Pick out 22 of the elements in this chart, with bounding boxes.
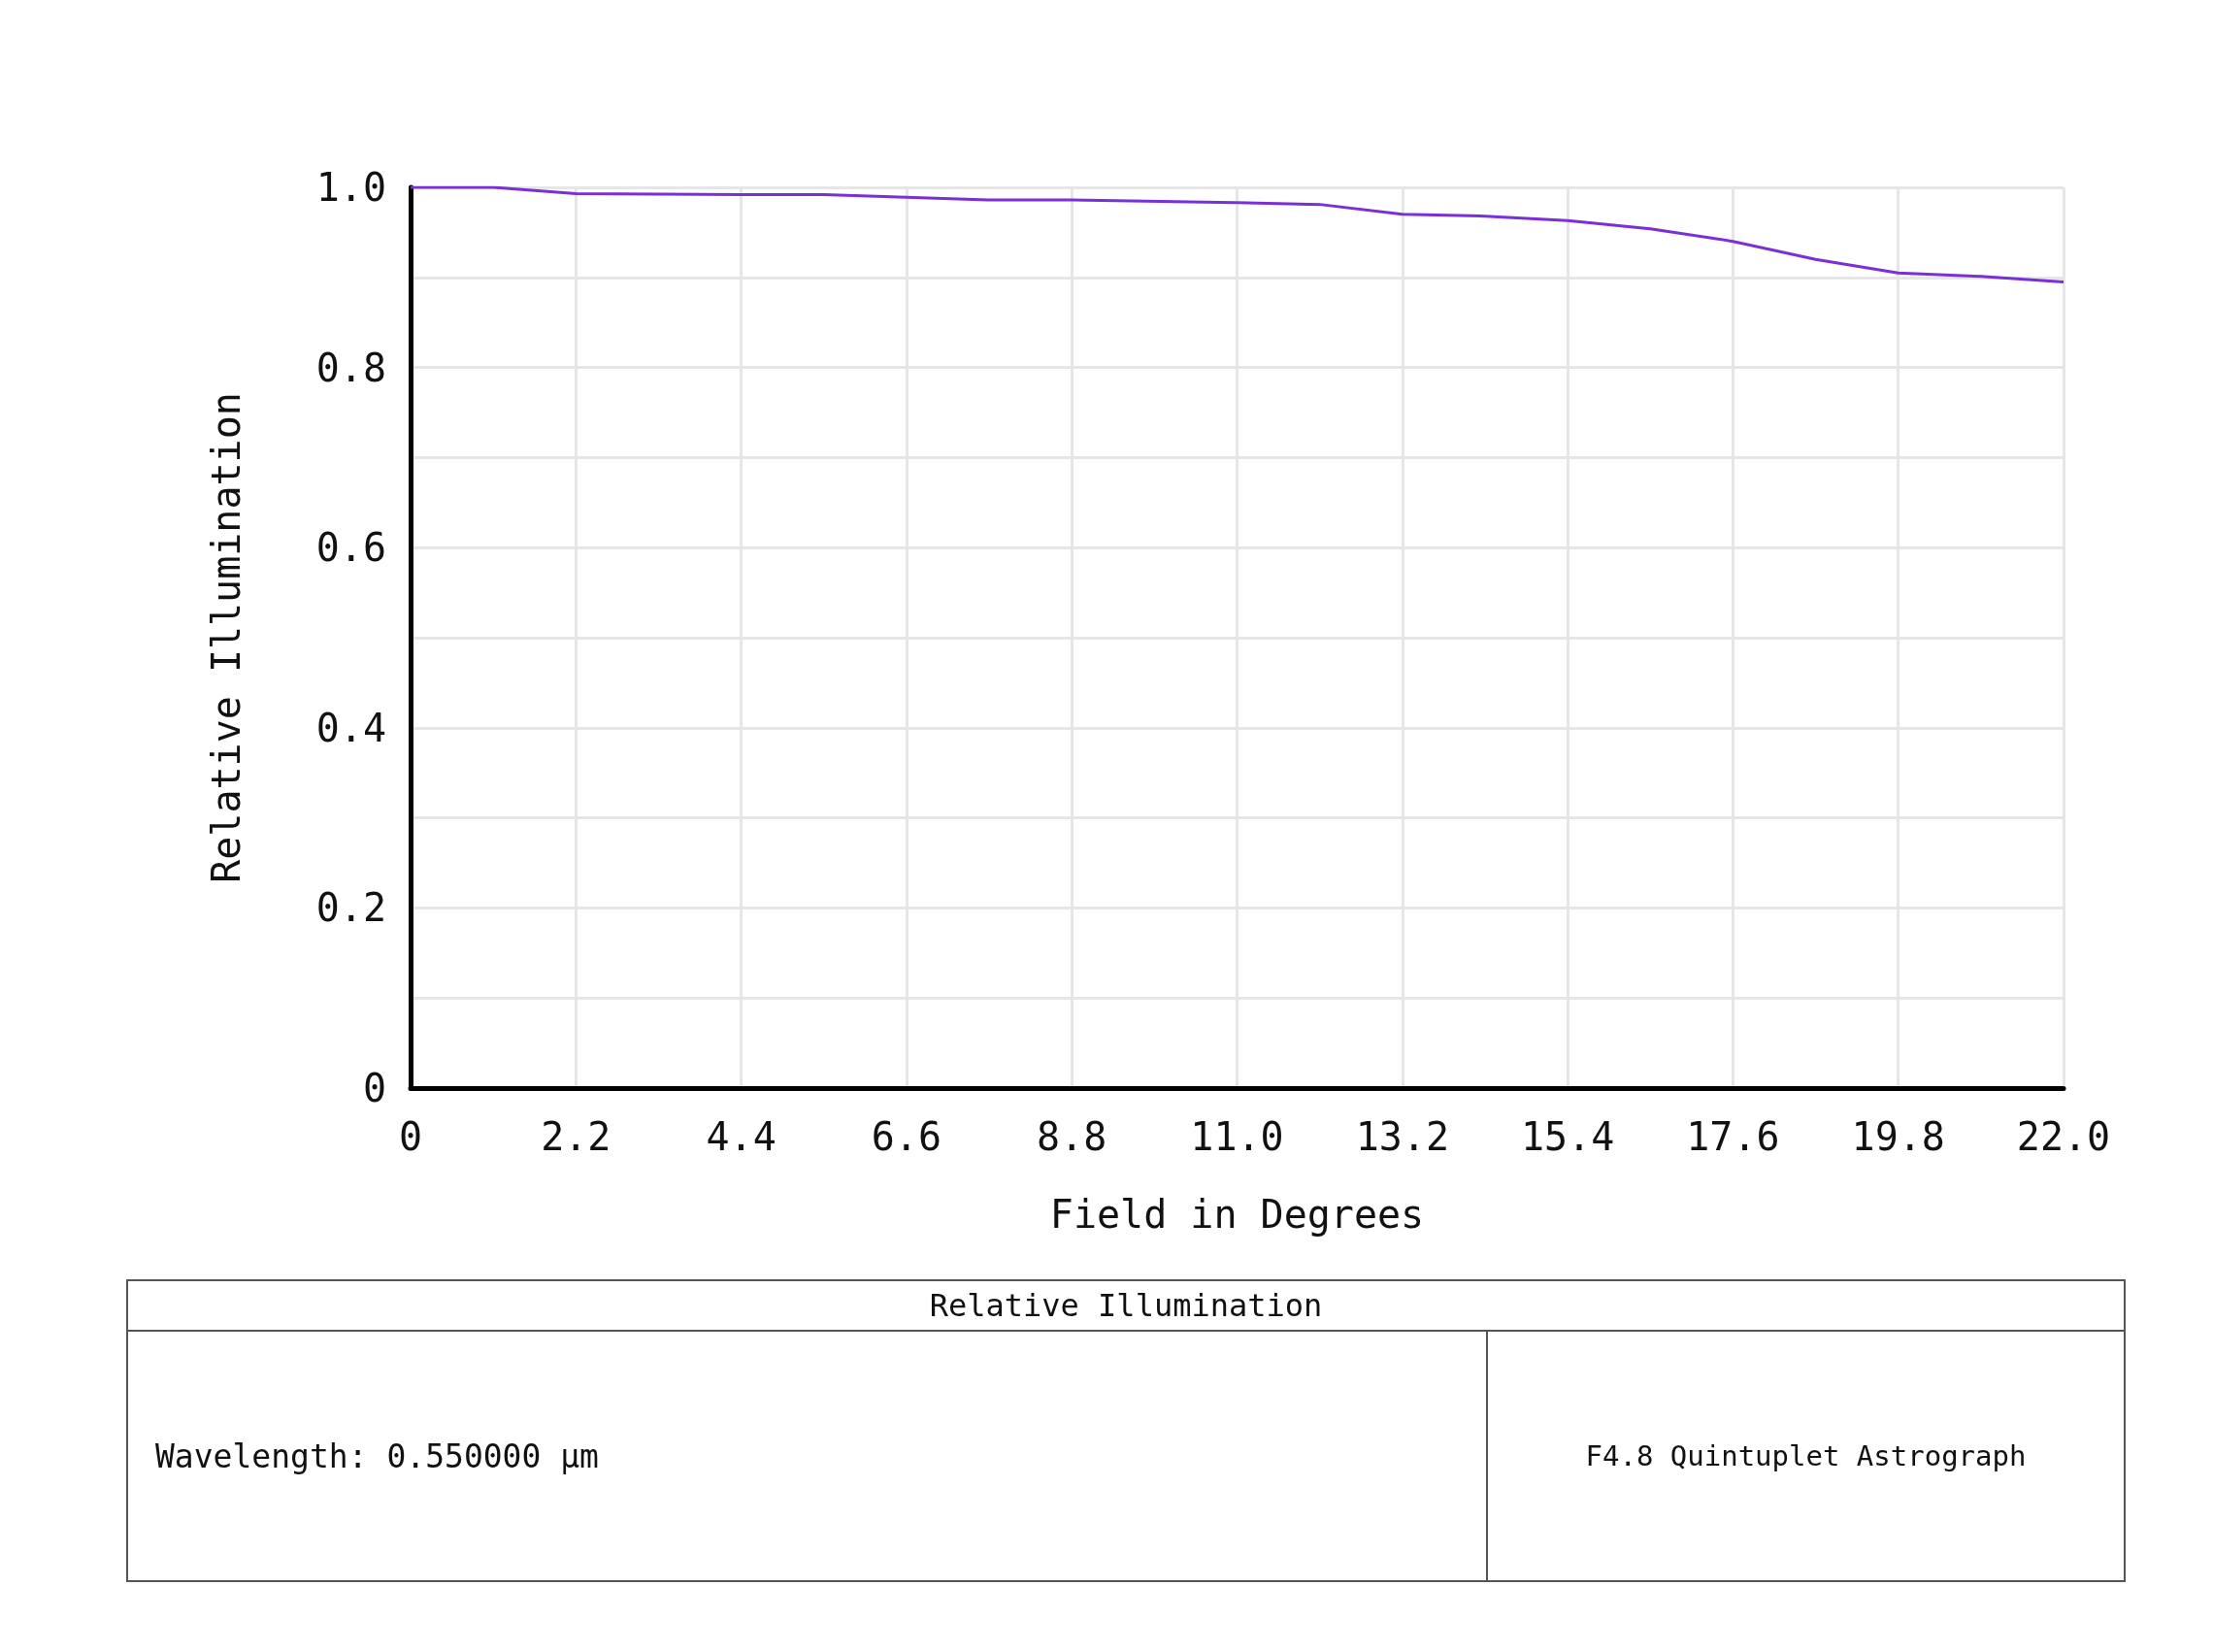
x-tick-label: 6.6	[871, 1114, 942, 1159]
x-tick-label: 13.2	[1355, 1114, 1449, 1159]
x-tick-label: 19.8	[1851, 1114, 1945, 1159]
x-tick-label: 15.4	[1520, 1114, 1615, 1159]
x-tick-label: 2.2	[541, 1114, 611, 1159]
text: F4.8 Quintuplet Astrograph	[1487, 1331, 2125, 1581]
y-tick-label: 0.8	[315, 345, 386, 390]
x-tick-label: 11.0	[1190, 1114, 1284, 1159]
text: Relative Illumination	[127, 1280, 2125, 1331]
x-tick-label: 22.0	[2016, 1114, 2111, 1159]
y-tick-label: 0.2	[315, 885, 386, 931]
x-tick-label: 0	[398, 1114, 423, 1159]
x-tick-label: 17.6	[1686, 1114, 1780, 1159]
x-axis-title: Field in Degrees	[1049, 1192, 1425, 1237]
y-axis-title: Relative Illumination	[204, 392, 248, 883]
y-tick-label: 0.4	[315, 705, 386, 750]
y-tick-label: 0	[362, 1066, 386, 1110]
x-tick-label: 4.4	[706, 1114, 776, 1159]
text: Wavelength: 0.550000 µm	[127, 1331, 1487, 1581]
y-tick-label: 0.6	[315, 525, 386, 571]
x-tick-label: 8.8	[1037, 1114, 1107, 1159]
y-tick-label: 1.0	[315, 165, 386, 210]
